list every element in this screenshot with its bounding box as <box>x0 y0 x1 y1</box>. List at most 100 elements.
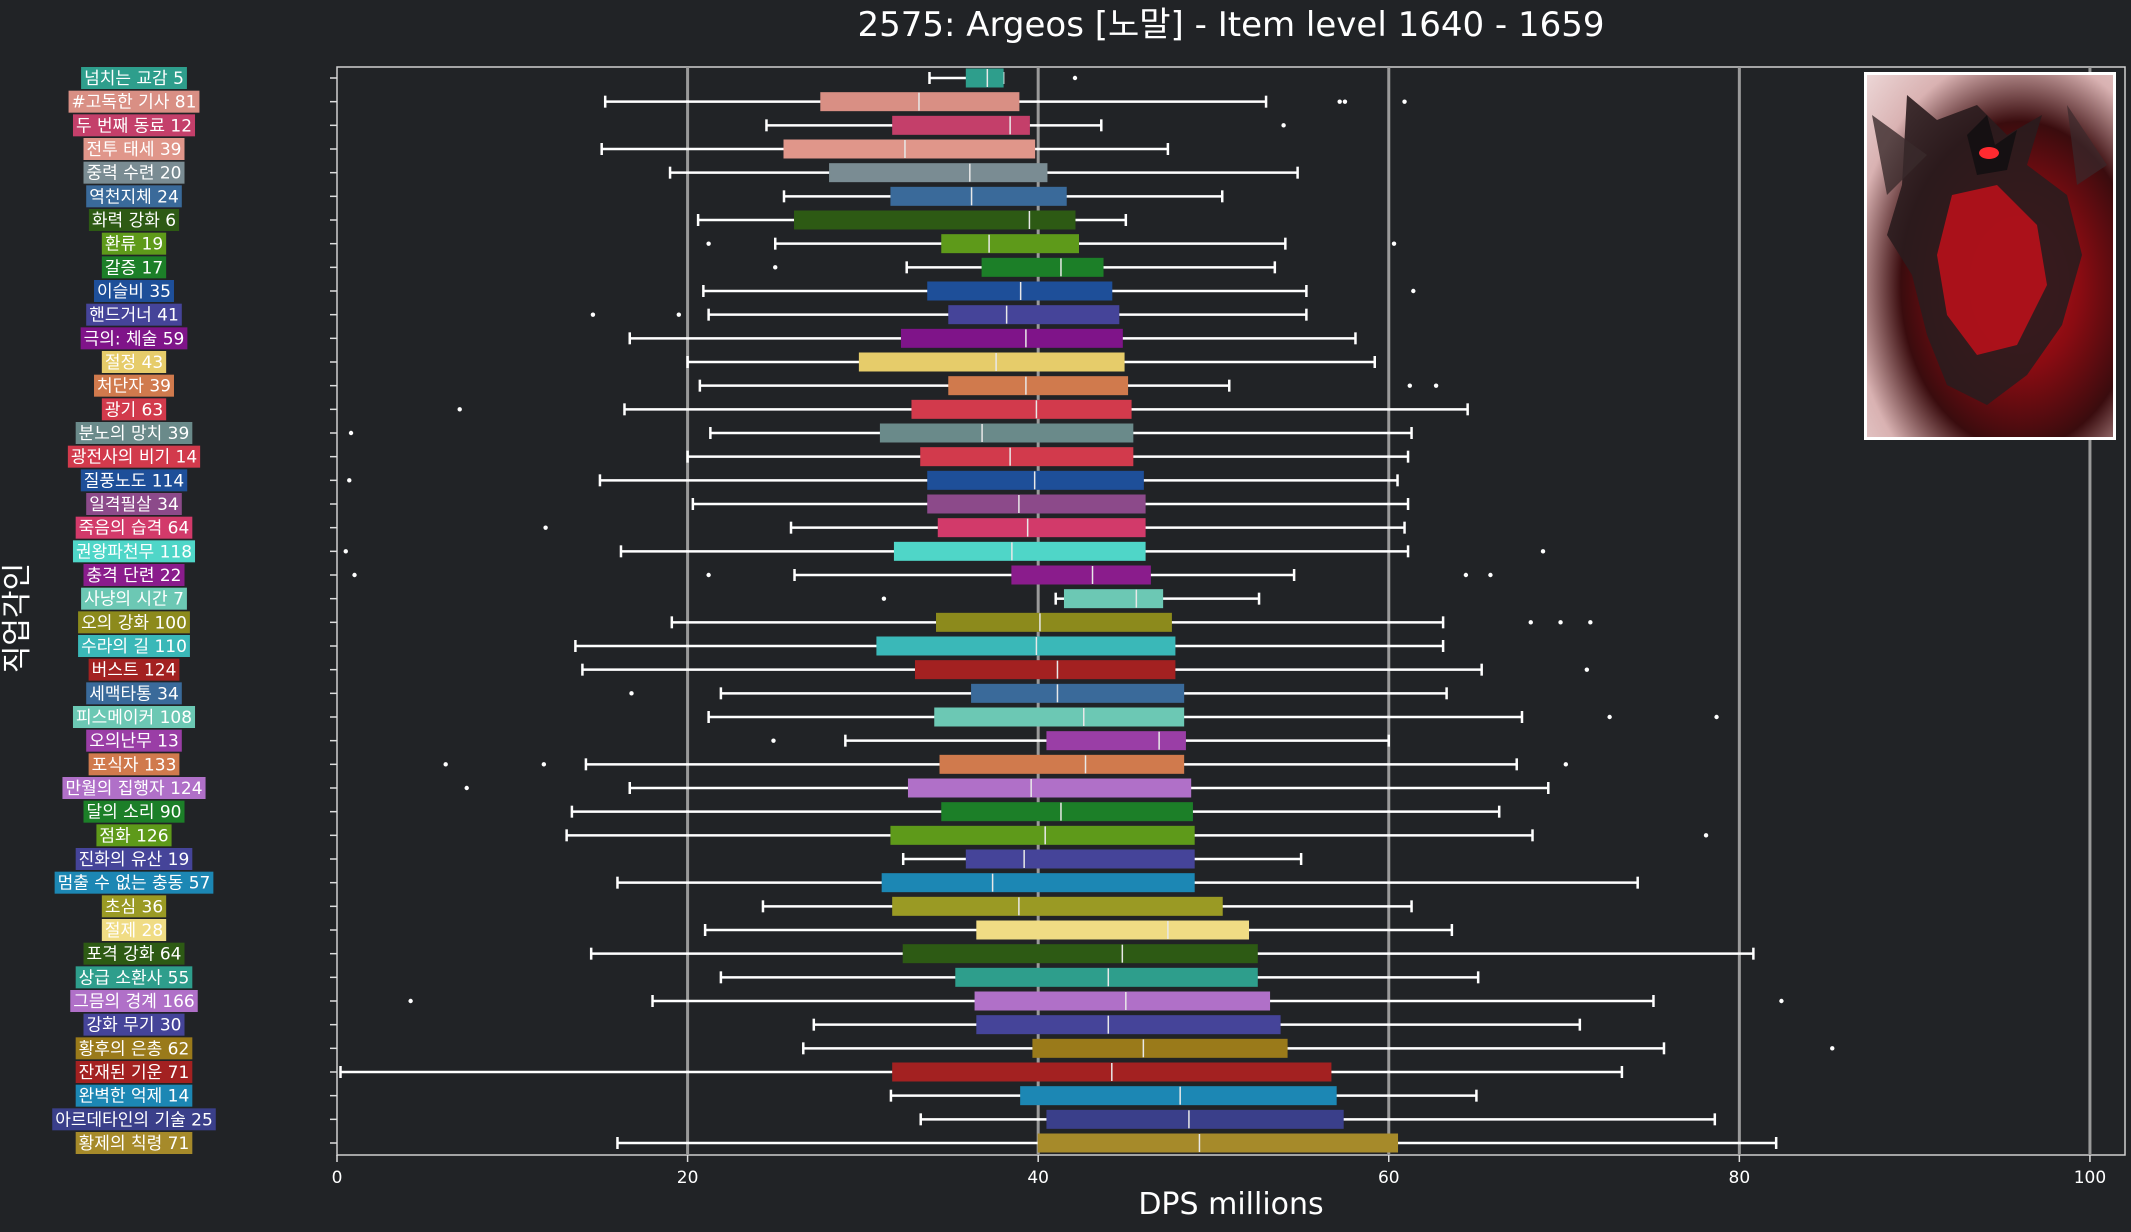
x-tick-label: 60 <box>1378 1168 1400 1188</box>
category-label-bg <box>101 256 167 279</box>
category-label-bg <box>86 682 182 705</box>
outlier-point <box>1584 667 1590 672</box>
category-label: 포식자 133 <box>92 755 177 775</box>
category-label: 완벽한 억제 14 <box>79 1087 190 1107</box>
outlier-point <box>1779 998 1784 1004</box>
category-label-bg <box>101 351 167 373</box>
box <box>1037 1133 1399 1153</box>
category-label-bg <box>75 966 193 989</box>
category-label-bg <box>75 422 193 444</box>
category-label-bg <box>52 1108 216 1131</box>
category-label-bg <box>68 90 200 113</box>
outlier-point <box>1407 383 1413 388</box>
category-label-bg <box>54 871 214 894</box>
category-label: 강화 무기 30 <box>87 1016 182 1036</box>
box <box>876 636 1176 656</box>
box <box>955 967 1258 987</box>
box <box>900 328 1123 348</box>
x-tick-label: 100 <box>2074 1168 2106 1188</box>
box <box>914 660 1176 680</box>
category-label-bg <box>101 895 167 918</box>
outlier-point <box>464 785 469 791</box>
box <box>1020 1086 1337 1106</box>
outlier-point <box>541 762 547 767</box>
category-label-bg <box>83 564 185 586</box>
category-label-bg <box>83 942 185 965</box>
outlier-point <box>1281 123 1286 128</box>
category-label: 피스메이커 108 <box>76 708 192 728</box>
box <box>936 612 1172 632</box>
outlier-point <box>1072 75 1078 81</box>
box <box>892 896 1223 916</box>
category-label-bg <box>88 209 180 231</box>
category-label-bg <box>62 777 206 799</box>
category-label: 황후의 은총 62 <box>79 1039 190 1059</box>
outlier-point <box>1588 620 1593 625</box>
boss-portrait-image <box>1864 72 2116 440</box>
outlier-point <box>1540 549 1546 554</box>
category-label: 극의: 체술 59 <box>84 329 185 349</box>
outlier-point <box>881 596 887 601</box>
category-label: 세맥타통 34 <box>89 684 179 704</box>
outlier-point <box>347 478 352 483</box>
category-label-bg <box>75 1084 193 1107</box>
category-label-bg <box>86 493 182 515</box>
outlier-point <box>408 998 413 1004</box>
category-label-bg <box>72 706 196 728</box>
outlier-point <box>706 241 711 246</box>
box <box>890 825 1195 845</box>
category-label-bg <box>72 114 196 137</box>
category-label-bg <box>75 1037 193 1060</box>
category-label: 전투 태세 39 <box>87 140 182 160</box>
outlier-point <box>457 407 462 412</box>
outlier-point <box>1607 714 1612 720</box>
x-tick-label: 40 <box>1027 1168 1049 1188</box>
category-label: #고독한 기사 81 <box>72 93 197 113</box>
outlier-point <box>1488 572 1493 578</box>
category-label: 사냥의 시간 7 <box>84 590 184 610</box>
box <box>1046 1109 1344 1129</box>
x-tick-label: 0 <box>332 1168 343 1188</box>
category-label-bg <box>75 1061 193 1083</box>
category-label-bg <box>86 303 182 326</box>
category-label: 갈증 17 <box>105 258 163 278</box>
category-label-bg <box>101 398 167 421</box>
category-label: 아르데타인의 기술 25 <box>55 1110 213 1130</box>
category-label: 핸드거너 41 <box>89 306 179 326</box>
box <box>948 376 1129 396</box>
outlier-point <box>1528 620 1533 625</box>
category-label-bg <box>101 919 167 941</box>
box <box>927 470 1144 490</box>
outlier-point <box>1433 383 1439 388</box>
category-label-bg <box>78 635 190 657</box>
category-label-bg <box>81 587 187 610</box>
box <box>879 423 1134 443</box>
box <box>939 754 1185 774</box>
category-label-bg <box>83 161 185 184</box>
x-tick-label: 20 <box>677 1168 699 1188</box>
box <box>927 281 1113 301</box>
box <box>907 778 1192 798</box>
category-label: 이슬비 35 <box>97 282 171 302</box>
category-label: 그믐의 경계 166 <box>73 992 194 1012</box>
category-label-bg <box>75 1132 193 1154</box>
box <box>965 68 1004 88</box>
box <box>1011 565 1151 585</box>
outlier-point <box>352 572 357 578</box>
outlier-point <box>1402 99 1407 104</box>
category-label: 황제의 칙령 71 <box>79 1134 190 1154</box>
box <box>858 352 1125 372</box>
box <box>981 257 1104 277</box>
category-label-bg <box>67 445 201 468</box>
outlier-point <box>1337 99 1342 104</box>
category-label-bg <box>75 848 193 870</box>
category-label: 잔재된 기운 71 <box>79 1063 190 1083</box>
category-label: 오의 강화 100 <box>81 613 187 633</box>
category-label-bg <box>88 658 180 681</box>
category-label: 두 번째 동료 12 <box>76 116 192 136</box>
outlier-point <box>773 265 778 270</box>
box <box>829 163 1048 183</box>
category-label-bg <box>72 540 196 563</box>
box <box>794 210 1076 230</box>
box <box>893 541 1146 561</box>
